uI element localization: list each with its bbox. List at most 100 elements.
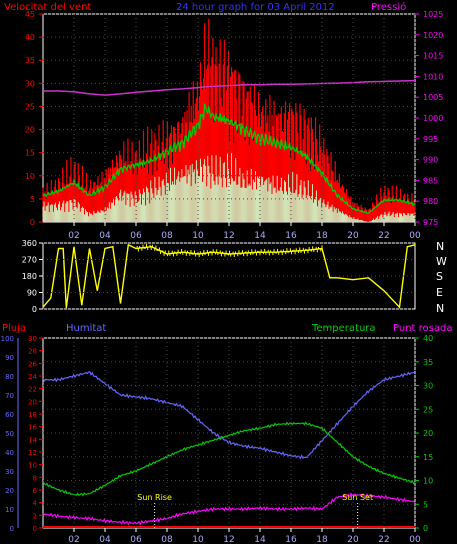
pressure-y-tick-label: 990: [423, 156, 438, 165]
humidity-y-tick-label: 100: [1, 335, 14, 343]
pressure-y-tick-label: 1005: [423, 93, 443, 102]
pressure-y-tick-label: 1020: [423, 31, 443, 40]
wind-x-tick-label: 20: [347, 231, 359, 241]
humidity-y-tick-label: 10: [5, 506, 14, 514]
climate-x-tick-label: 16: [285, 535, 297, 544]
temperature-y-tick-label: 35: [423, 358, 433, 367]
temperature-y-tick-label: 20: [423, 429, 433, 438]
wind-x-tick-label: 04: [99, 231, 111, 241]
rain-y-tick-label: 4: [33, 500, 38, 508]
temperature-line: [42, 421, 416, 497]
humidity-y-tick-label: 0: [10, 525, 14, 533]
climate-x-tick-label: 14: [254, 535, 266, 544]
temperature-y-tick-label: 10: [423, 477, 433, 486]
rain-y-tick-label: 30: [28, 335, 37, 343]
rain-y-tick-label: 16: [28, 424, 37, 432]
rain-y-tick-label: 18: [28, 411, 37, 419]
humidity-header: Humitat: [66, 323, 106, 334]
wind-x-tick-label: 06: [130, 231, 142, 241]
pressure-y-tick-label: 1000: [423, 114, 443, 123]
direction-label-s: S: [436, 270, 443, 283]
wind-x-tick-label: 10: [192, 231, 204, 241]
dewpoint-line: [42, 492, 416, 526]
pressure-line: [43, 79, 416, 96]
humidity-y-tick-label: 40: [5, 449, 14, 457]
direction-y-tick-label: 90: [27, 289, 37, 298]
climate-x-tick-label: 06: [130, 535, 142, 544]
dewpoint-header: Punt rosada: [393, 323, 452, 334]
wind-x-tick-label: 14: [254, 231, 266, 241]
temperature-header: Temperatura: [311, 323, 376, 334]
climate-x-tick-label: 02: [68, 535, 79, 544]
humidity-y-tick-label: 30: [5, 468, 14, 476]
wind-y-tick-label: 20: [25, 126, 35, 135]
direction-label-n-top: N: [436, 240, 444, 253]
direction-y-tick-label: 180: [22, 272, 37, 281]
temperature-y-tick-label: 0: [423, 524, 428, 533]
pressure-y-tick-label: 985: [423, 176, 438, 185]
sunset-label: Sun Set: [342, 493, 373, 502]
temperature-y-tick-label: 15: [423, 453, 433, 462]
wind-title: Velocitat del vent: [4, 2, 91, 13]
sunrise-label: Sun Rise: [137, 493, 172, 502]
direction-y-tick-label: 0: [32, 305, 37, 314]
pressure-title: Pressió: [371, 1, 406, 13]
climate-x-tick-label: 00: [409, 535, 421, 544]
direction-label-n-bottom: N: [436, 302, 444, 315]
direction-label-e: E: [436, 286, 443, 299]
climate-x-tick-label: 20: [347, 535, 359, 544]
rain-y-tick-label: 8: [33, 474, 37, 482]
humidity-y-tick-label: 80: [5, 373, 14, 381]
rain-y-tick-label: 2: [33, 512, 37, 520]
wind-y-tick-label: 0: [30, 218, 35, 227]
wind-y-tick-label: 45: [25, 10, 35, 19]
climate-x-tick-label: 10: [192, 535, 204, 544]
rain-y-tick-label: 10: [28, 462, 37, 470]
climate-x-tick-label: 18: [316, 535, 328, 544]
direction-y-tick-label: 360: [22, 239, 37, 248]
axis-layer: 02 04 06 08 10 12 14 16 18 20 22 000510152025303540…: [1, 10, 444, 544]
pressure-y-tick-label: 1010: [423, 72, 443, 81]
rain-y-tick-label: 6: [33, 487, 38, 495]
climate-x-tick-label: 04: [99, 535, 111, 544]
humidity-y-tick-label: 90: [5, 354, 14, 362]
pressure-y-tick-label: 1015: [423, 52, 443, 61]
temperature-y-tick-label: 5: [423, 500, 428, 509]
rain-y-tick-label: 26: [28, 360, 37, 368]
climate-x-tick-label: 12: [223, 535, 234, 544]
climate-x-tick-label: 08: [161, 535, 173, 544]
wind-x-tick-label: 16: [285, 231, 297, 241]
pressure-y-tick-label: 975: [423, 218, 438, 227]
wind-y-tick-label: 30: [25, 79, 35, 88]
wind-x-tick-label: 00: [409, 231, 421, 241]
wind-y-tick-label: 10: [25, 172, 35, 181]
wind-y-tick-label: 15: [25, 149, 35, 158]
pressure-y-tick-label: 980: [423, 197, 438, 206]
rain-y-tick-label: 24: [28, 373, 37, 381]
humidity-y-tick-label: 50: [5, 430, 14, 438]
direction-series-layer: [42, 243, 416, 309]
direction-label-w: W: [436, 255, 447, 268]
wind-x-tick-label: 02: [68, 231, 79, 241]
wind-y-tick-label: 40: [25, 33, 35, 42]
rain-y-tick-label: 20: [28, 398, 37, 406]
wind-x-tick-label: 22: [378, 231, 389, 241]
rain-y-tick-label: 28: [28, 348, 37, 356]
rain-y-tick-label: 14: [28, 436, 37, 444]
humidity-y-tick-label: 20: [5, 487, 14, 495]
wind-y-tick-label: 25: [25, 102, 35, 111]
pressure-y-tick-label: 1025: [423, 10, 443, 19]
wind-y-tick-label: 5: [30, 195, 35, 204]
rain-y-tick-label: 12: [28, 449, 37, 457]
wind-x-tick-label: 18: [316, 231, 328, 241]
temperature-y-tick-label: 30: [423, 382, 433, 391]
rain-header: Pluja: [2, 323, 26, 334]
direction-y-tick-label: 270: [22, 256, 37, 265]
wind-x-tick-label: 12: [223, 231, 234, 241]
humidity-y-tick-label: 60: [5, 411, 14, 419]
wind-y-tick-label: 35: [25, 56, 35, 65]
rain-y-tick-label: 22: [28, 386, 37, 394]
graph-title: 24 hour graph for 03 April 2012: [176, 2, 335, 13]
rain-y-tick-label: 0: [33, 525, 37, 533]
